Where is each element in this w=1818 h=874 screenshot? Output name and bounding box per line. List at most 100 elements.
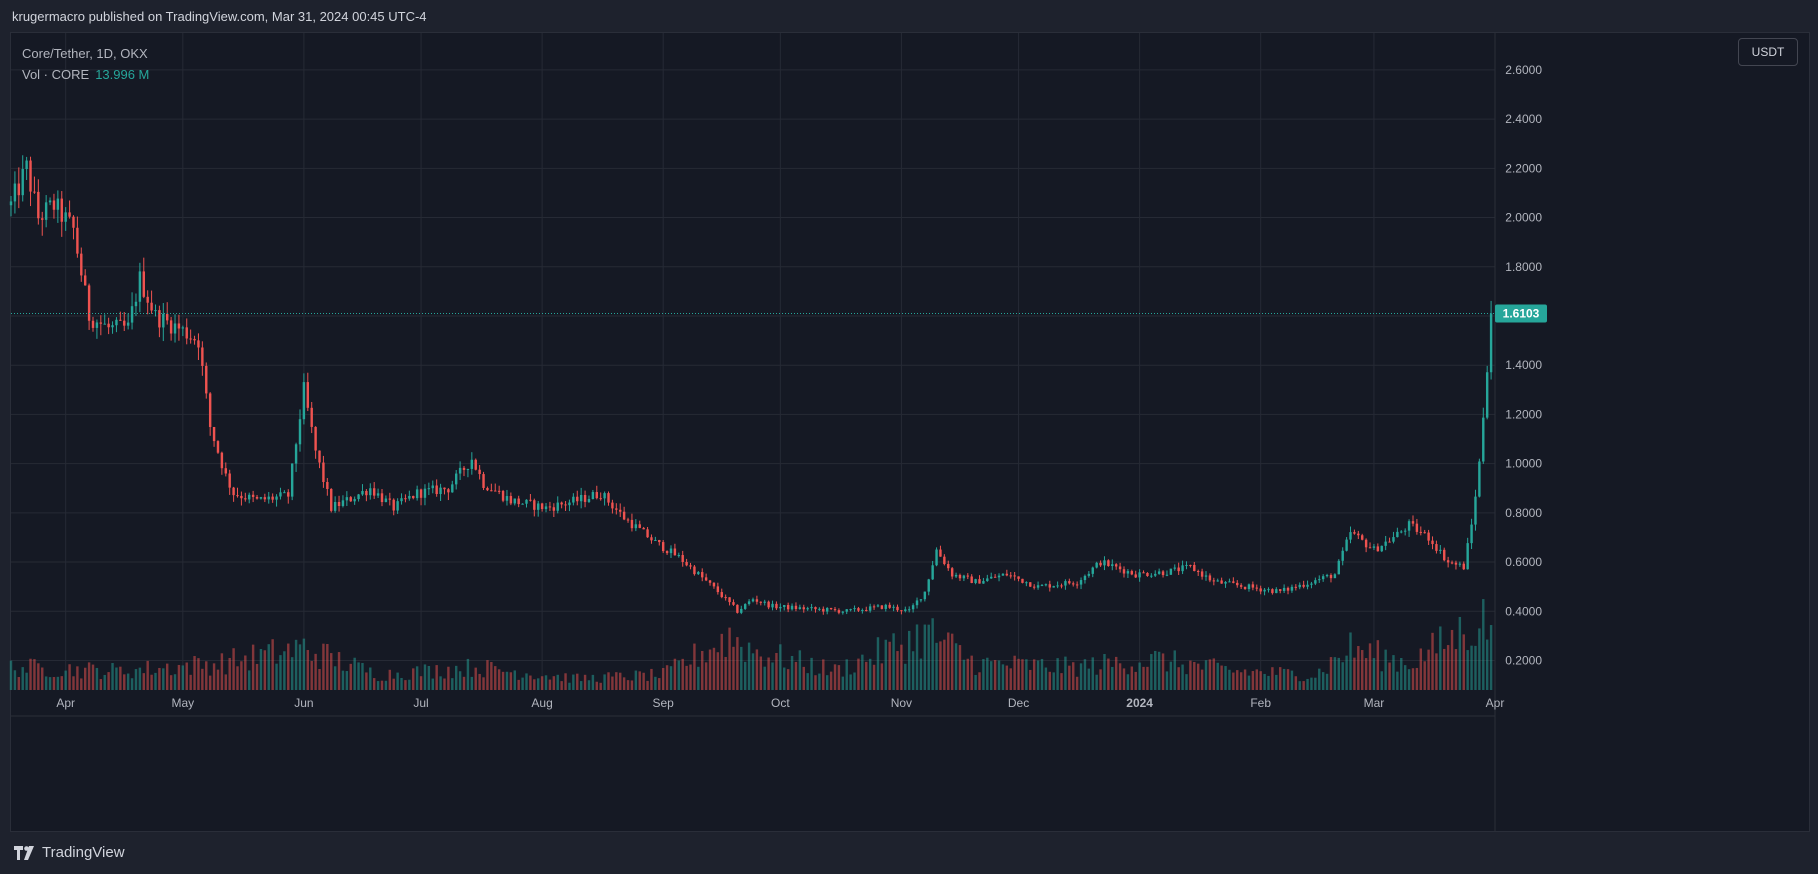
candle-body	[283, 492, 286, 494]
candle-body	[1329, 575, 1333, 579]
volume-bar	[1103, 654, 1106, 690]
candle-body	[490, 490, 493, 492]
candle-body	[1161, 571, 1165, 576]
volume-bar	[673, 658, 677, 690]
candle-body	[76, 227, 79, 254]
candle-body	[505, 496, 509, 501]
candle-body	[224, 468, 228, 474]
candle-body	[1478, 461, 1481, 497]
candle-body	[970, 576, 973, 584]
volume-bar	[1302, 681, 1305, 690]
volume-bar	[1013, 655, 1016, 690]
volume-bar	[165, 663, 169, 690]
volume-bar	[1200, 669, 1204, 690]
y-tick-label: 2.6000	[1505, 63, 1542, 77]
candle-body	[947, 564, 950, 569]
volume-bar	[634, 670, 638, 690]
volume-bar	[896, 651, 899, 690]
volume-bar	[1333, 657, 1337, 690]
x-tick-label: Mar	[1364, 696, 1385, 710]
volume-bar	[958, 645, 962, 690]
candle-body	[1349, 532, 1352, 540]
candle-body	[48, 200, 52, 203]
candle-body	[650, 537, 653, 541]
volume-bar	[1048, 671, 1052, 690]
tradingview-brand[interactable]: TradingView	[14, 844, 125, 861]
volume-bar	[603, 674, 606, 690]
candle-body	[880, 605, 884, 609]
volume-bar	[1052, 672, 1055, 690]
volume-bar	[767, 657, 770, 690]
candle-body	[1427, 532, 1430, 541]
volume-bar	[60, 676, 63, 690]
candle-body	[1232, 581, 1235, 583]
volume-bar	[974, 674, 977, 690]
volume-bar	[1208, 659, 1212, 690]
x-tick-label: 2024	[1126, 696, 1153, 710]
candle-body	[236, 495, 239, 497]
volume-bar	[1185, 674, 1188, 690]
candle-body	[583, 495, 587, 502]
volume-bar	[732, 646, 735, 690]
volume-bar	[83, 667, 87, 690]
candle-body	[1236, 582, 1239, 586]
candle-body	[1177, 567, 1180, 572]
volume-bar	[576, 673, 579, 690]
candle-body	[1271, 589, 1274, 594]
volume-bar	[41, 667, 44, 690]
volume-bar	[1345, 655, 1348, 690]
volume-bar	[978, 672, 981, 690]
candle-body	[287, 492, 290, 497]
candle-body	[900, 610, 903, 612]
volume-bar	[900, 644, 903, 690]
chart-legend: Core/Tether, 1D, OKX Vol · CORE 13.996 M	[22, 43, 149, 85]
candle-body	[115, 319, 118, 326]
candle-body	[704, 577, 708, 581]
volume-bar	[560, 681, 563, 690]
volume-bar	[169, 675, 173, 690]
volume-bar	[740, 646, 743, 690]
volume-bar	[17, 677, 21, 690]
candle-body	[681, 555, 684, 562]
volume-bar	[1232, 672, 1235, 690]
volume-bar	[345, 671, 349, 690]
y-tick-label: 2.2000	[1505, 161, 1542, 175]
volume-bar	[224, 674, 228, 690]
candle-body	[689, 565, 692, 567]
candle-body	[732, 602, 735, 605]
currency-unit-button[interactable]: USDT	[1738, 38, 1798, 66]
candle-body	[665, 551, 669, 554]
candle-body	[923, 591, 927, 600]
volume-bar	[681, 658, 684, 690]
candle-body	[271, 496, 274, 500]
candle-body	[431, 485, 434, 489]
candle-body	[349, 497, 352, 502]
volume-bar	[693, 643, 696, 690]
y-tick-label: 2.4000	[1505, 112, 1542, 126]
volume-bar	[189, 674, 192, 690]
candle-body	[611, 502, 614, 509]
volume-bar	[904, 663, 907, 690]
volume-bar	[1392, 655, 1395, 690]
candle-body	[330, 488, 333, 511]
candle-body	[615, 508, 618, 510]
volume-bar	[1314, 677, 1317, 690]
volume-bar	[1357, 646, 1360, 690]
volume-bar	[697, 666, 700, 690]
candle-body	[868, 606, 872, 611]
candle-body	[458, 467, 462, 474]
price-chart[interactable]: 0.2000 0.4000 0.6000 0.8000 1.0000 1.2000 1.40…	[0, 0, 1818, 834]
candle-body	[564, 504, 567, 506]
candle-body	[529, 499, 532, 501]
volume-bar	[1009, 668, 1012, 690]
candle-body	[634, 524, 638, 529]
candle-body	[740, 608, 743, 613]
volume-bar	[435, 665, 438, 690]
volume-bar	[884, 639, 887, 690]
candle-body	[1196, 570, 1200, 572]
volume-bar	[212, 663, 216, 690]
candle-body	[904, 609, 907, 611]
volume-bar	[431, 678, 434, 690]
chart-pane[interactable]	[10, 32, 1810, 832]
candle-body	[1032, 586, 1036, 588]
